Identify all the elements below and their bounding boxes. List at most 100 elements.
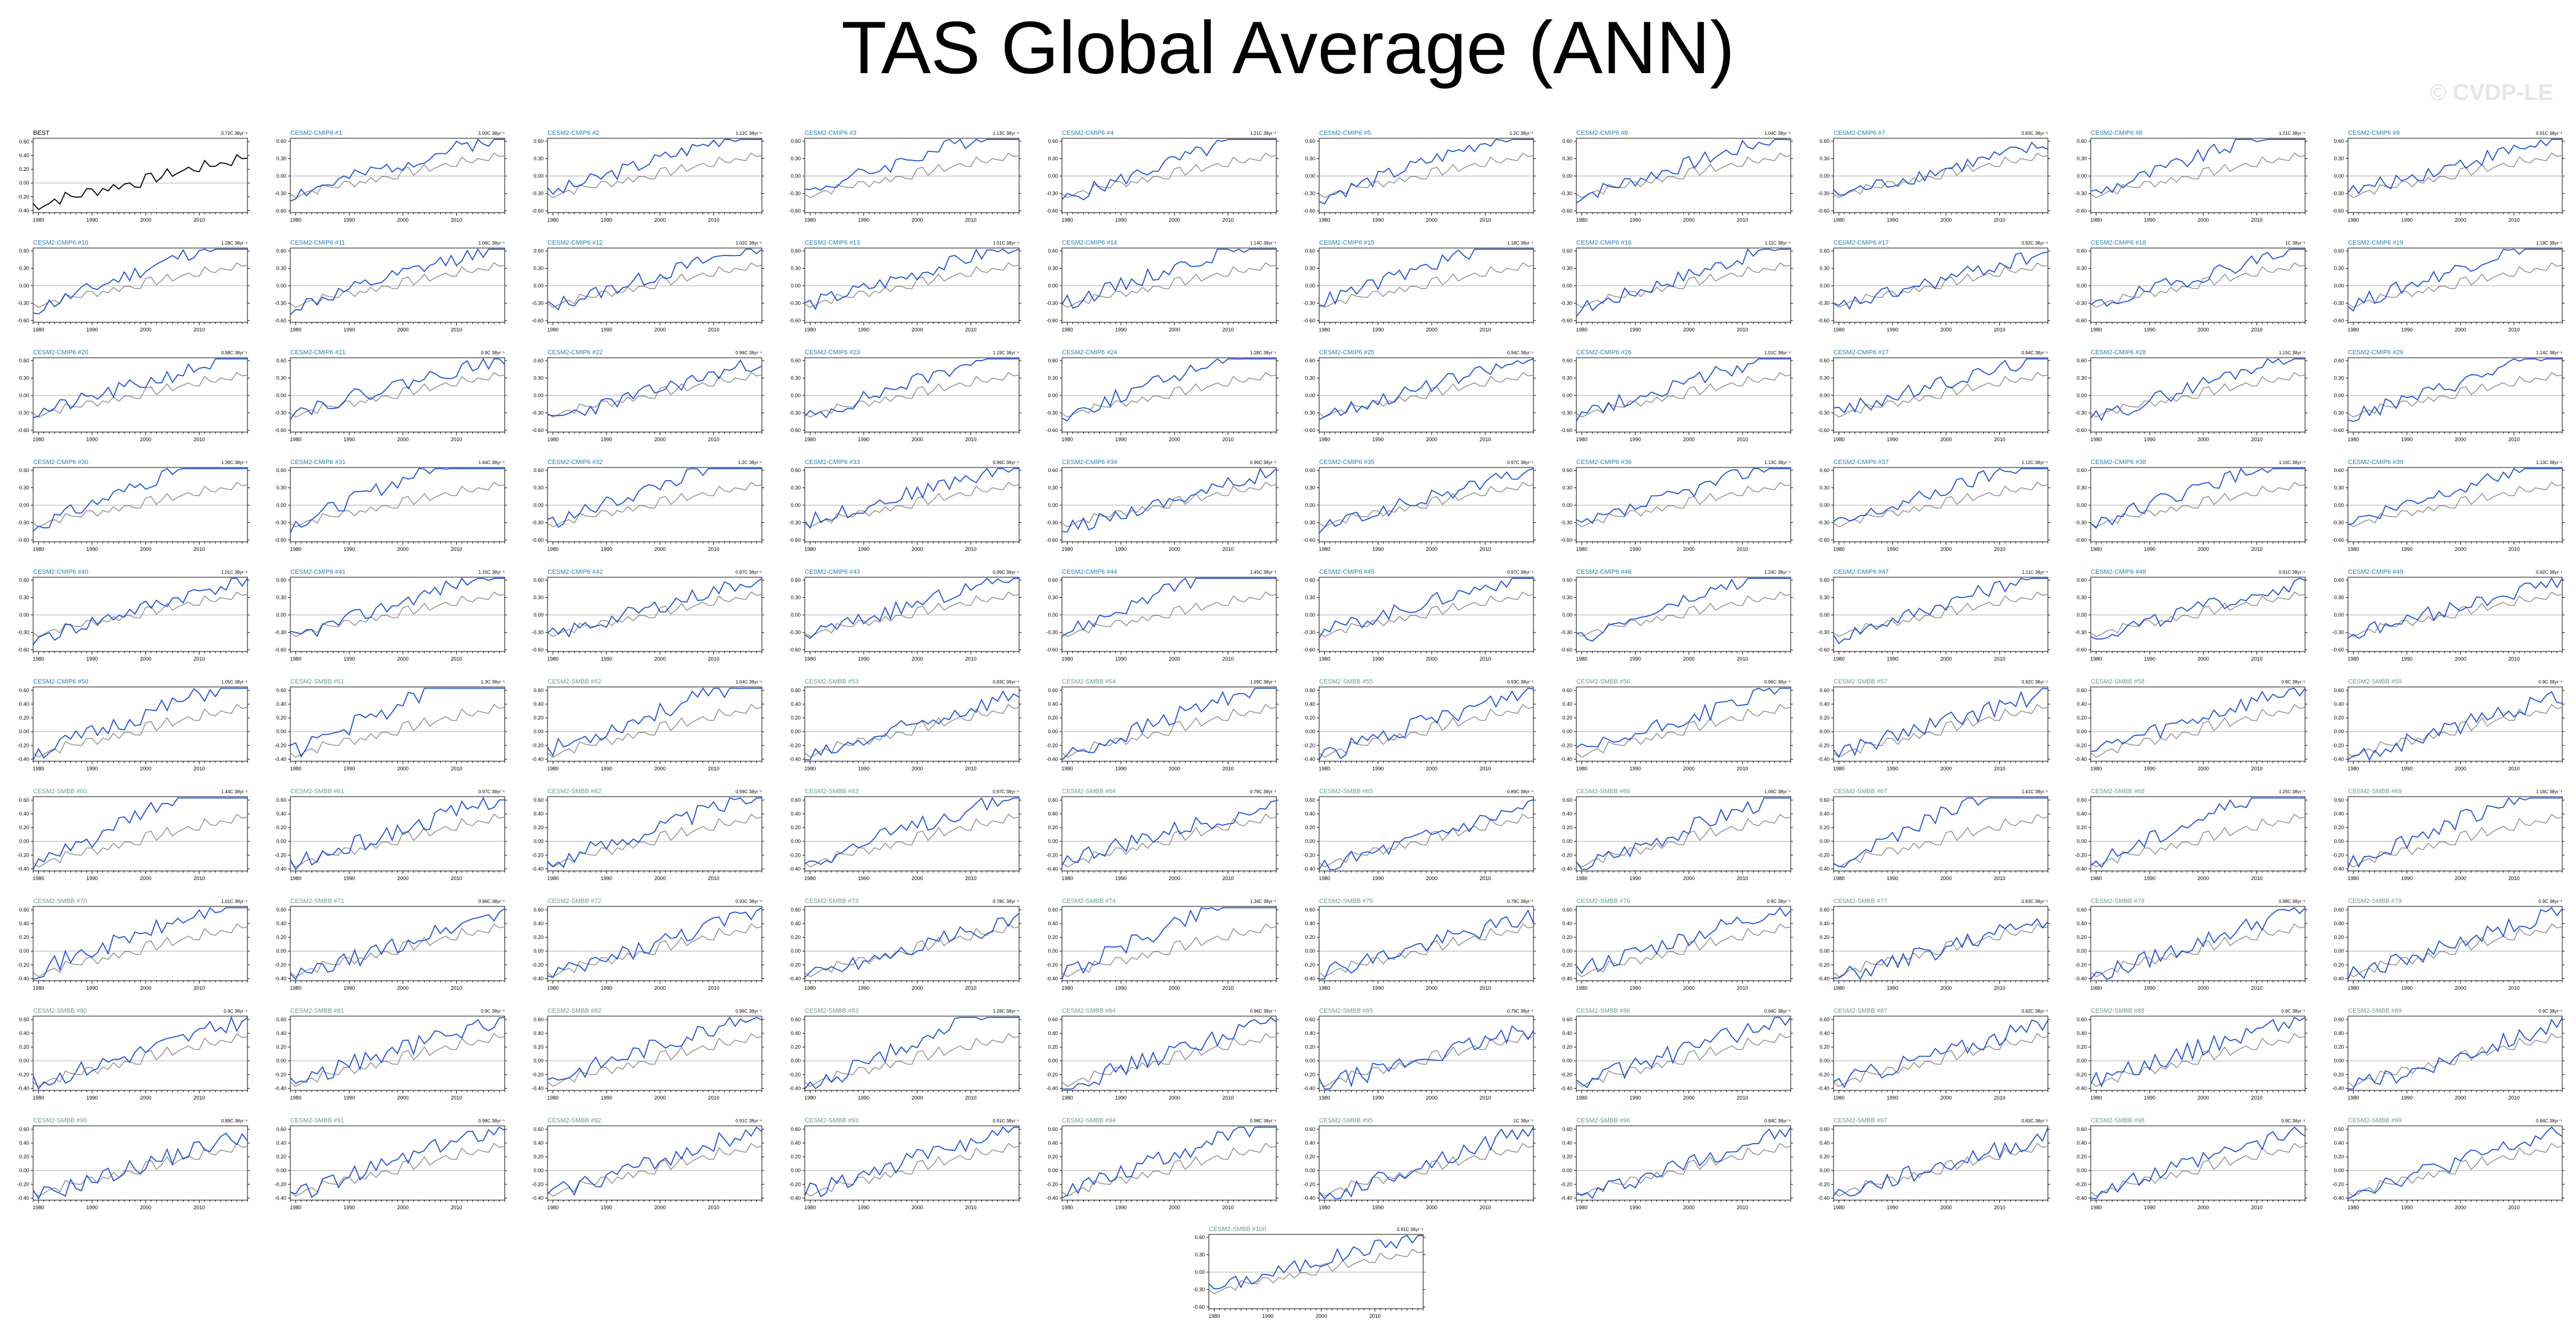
y-tick-label: -0.60 (789, 647, 801, 653)
series-line-model (290, 138, 505, 202)
y-tick-label: -0.60 (1303, 208, 1315, 214)
y-tick-label: -0.60 (17, 537, 29, 543)
trend-label: 0.97C 38yr⁻¹ (736, 570, 762, 575)
trend-label: 1.44C 38yr⁻¹ (478, 460, 505, 465)
y-tick-label: -0.20 (2075, 742, 2087, 748)
y-tick-label: -0.30 (2075, 629, 2087, 635)
y-tick-label: 0.00 (1819, 838, 1830, 844)
series-line-obs (33, 923, 248, 977)
x-tick-label: 2000 (1169, 437, 1180, 442)
x-tick-label: 2010 (1480, 766, 1491, 772)
series-line-obs (1833, 482, 2048, 527)
panel: CESM2-SMBB #57 0.82C 38yr⁻¹ 0.60 0.40 0.20 0.… (1818, 678, 2050, 772)
x-tick-label: 2000 (912, 766, 923, 772)
x-tick-label: 2010 (965, 876, 977, 881)
y-tick-label: 0.60 (533, 797, 544, 803)
series-line-obs (290, 482, 505, 527)
y-tick-label: -0.60 (1818, 427, 1830, 433)
y-tick-label: -0.60 (274, 318, 286, 323)
series-line-model (1061, 139, 1276, 201)
y-tick-label: -0.60 (1560, 427, 1572, 433)
panel: CESM2-CMIP6 #4 1.21C 38yr⁻¹ 0.60 0.30 0.00 -0… (1046, 130, 1279, 223)
panel-title: CESM2-CMIP6 #6 (1576, 130, 1628, 137)
series-line-model (804, 358, 1019, 419)
series-line-model (1061, 467, 1277, 533)
trend-label: 1.44C 38yr⁻¹ (221, 789, 247, 794)
trend-label: 0.72C 38yr⁻¹ (221, 131, 247, 136)
x-tick-label: 2010 (708, 876, 720, 881)
y-tick-label: 0.00 (2076, 173, 2087, 179)
panel-title: CESM2-SMBB #58 (2091, 678, 2144, 685)
plot-frame (804, 138, 1020, 213)
x-tick-label: 2000 (1169, 876, 1180, 881)
trend-label: 1.28C 38yr⁻¹ (1250, 350, 1276, 355)
y-tick-label: -0.20 (1303, 742, 1315, 748)
series-line-obs (1833, 153, 2048, 198)
panel: CESM2-CMIP6 #23 1.19C 38yr⁻¹ 0.60 0.30 0.00 -… (789, 349, 1021, 442)
panel: CESM2-SMBB #70 1.01C 38yr⁻¹ 0.60 0.40 0.20 0.… (17, 898, 250, 991)
x-tick-label: 2010 (1480, 327, 1491, 333)
trend-label: 0.94C 38yr⁻¹ (2022, 350, 2048, 355)
series-line-obs (2347, 704, 2563, 758)
panel-title: CESM2-CMIP6 #28 (2091, 349, 2146, 356)
y-tick-label: -0.20 (2332, 852, 2344, 858)
trend-label: 1.04C 38yr⁻¹ (1764, 131, 1791, 136)
y-tick-label: 0.60 (790, 907, 801, 913)
x-tick-label: 1980 (804, 766, 816, 772)
plot-frame (2347, 247, 2563, 323)
x-tick-label: 2010 (2509, 546, 2520, 552)
x-tick-label: 2000 (1683, 656, 1695, 662)
series-line-model (1833, 141, 2048, 196)
x-tick-label: 2000 (1426, 876, 1437, 881)
trend-label: 0.96C 38yr⁻¹ (993, 460, 1019, 465)
x-tick-label: 1980 (1576, 327, 1587, 333)
series-line-model (2090, 467, 2305, 529)
x-tick-label: 1980 (1319, 327, 1330, 333)
panel: CESM2-CMIP6 #48 0.91C 38yr⁻¹ 0.60 0.30 0.00 -… (2075, 569, 2307, 662)
series-line-obs (1061, 153, 1277, 198)
y-tick-label: 0.00 (1562, 612, 1572, 618)
plot-frame (33, 577, 248, 652)
y-tick-label: 0.60 (2076, 138, 2087, 144)
y-tick-label: 0.00 (1562, 173, 1572, 179)
panel-title: CESM2-SMBB #71 (290, 898, 344, 905)
x-tick-label: 2010 (194, 876, 205, 881)
y-tick-label: 0.40 (533, 811, 544, 817)
series-line-model (2090, 797, 2305, 868)
plot-frame (1576, 686, 1791, 762)
y-tick-label: 0.60 (1305, 467, 1315, 473)
plot-frame (33, 796, 248, 872)
panel: CESM2-CMIP6 #18 1C 38yr⁻¹ 0.60 0.30 0.00 -0.3… (2075, 239, 2307, 333)
series-line-obs (547, 482, 762, 527)
panel: CESM2-CMIP6 #38 1.16C 38yr⁻¹ 0.60 0.30 0.00 -… (2075, 459, 2307, 552)
y-tick-label: -0.20 (1046, 852, 1058, 858)
y-tick-label: 0.30 (1048, 485, 1058, 491)
plot-frame (290, 577, 505, 652)
y-tick-label: 0.00 (790, 393, 801, 398)
series-line-obs (547, 372, 762, 418)
series-line-model (290, 908, 505, 981)
plot-frame (1576, 138, 1791, 213)
panel: BEST 0.72C 38yr⁻¹ 0.60 0.40 0.20 0.00 -0.20 -0.… (17, 130, 250, 223)
plot-frame (1833, 138, 2048, 213)
panel: CESM2-CMIP6 #34 0.96C 38yr⁻¹ 0.60 0.30 0.00 -… (1046, 459, 1279, 552)
series-line-obs (2090, 153, 2306, 198)
x-tick-label: 1980 (1833, 766, 1844, 772)
y-tick-label: 0.20 (533, 825, 544, 830)
y-tick-label: -0.60 (532, 537, 544, 543)
x-tick-label: 2000 (2455, 766, 2466, 772)
y-tick-label: 0.00 (276, 729, 286, 734)
plot-frame (290, 357, 505, 433)
x-tick-label: 2000 (397, 327, 409, 333)
y-tick-label: -0.30 (1303, 519, 1315, 525)
y-tick-label: -0.40 (532, 756, 544, 762)
y-tick-label: 0.60 (1048, 577, 1058, 583)
y-tick-label: 0.00 (2334, 838, 2344, 844)
plot-frame (1576, 467, 1791, 542)
x-tick-label: 1990 (2401, 217, 2413, 223)
x-tick-label: 2010 (1737, 437, 1748, 442)
y-tick-label: 0.60 (276, 358, 286, 363)
x-tick-label: 2000 (397, 766, 409, 772)
x-tick-label: 1980 (2347, 766, 2359, 772)
panel-title: CESM2-SMBB #66 (1576, 788, 1630, 795)
